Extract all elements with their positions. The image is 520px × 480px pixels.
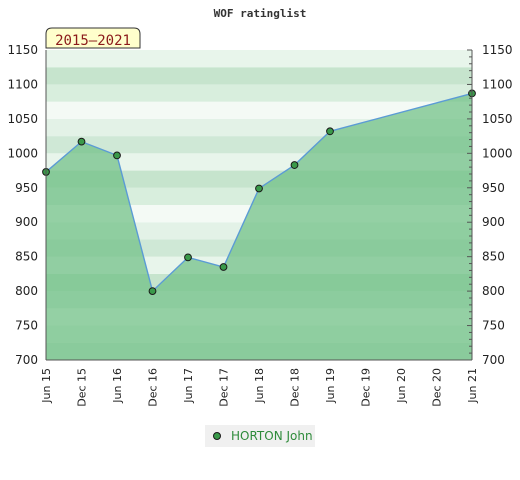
y-tick-left-7: 1050 [7,112,38,126]
x-tick-12: Jun 21 [466,368,479,404]
x-tick-0: Jun 15 [40,368,53,404]
data-point-4[interactable] [184,253,192,262]
legend-series-name: HORTON John [231,429,313,443]
x-tick-7: Dec 18 [289,368,302,407]
rating-line [45,92,473,293]
x-tick-2: Jun 16 [111,368,124,404]
data-points [42,89,476,296]
x-tick-8: Jun 19 [324,368,337,404]
x-tick-11: Dec 20 [431,368,444,407]
x-tick-10: Jun 20 [395,368,408,404]
y-tick-left-1: 750 [15,319,38,333]
period-badge-text: 2015–2021 [55,33,131,49]
y-tick-right-2: 800 [482,284,505,298]
y-tick-left-8: 1100 [7,77,38,91]
x-tick-9: Dec 19 [360,368,373,407]
data-point-6[interactable] [255,184,263,193]
y-tick-left-3: 850 [15,250,38,264]
y-tick-left-6: 1000 [7,146,38,160]
y-tick-left-0: 700 [15,353,38,367]
data-point-2[interactable] [113,151,121,160]
data-point-1[interactable] [77,137,86,146]
y-tick-right-8: 1100 [482,77,513,91]
data-point-5[interactable] [219,263,228,271]
data-point-3[interactable] [148,287,157,296]
x-tick-4: Jun 17 [182,368,195,404]
y-tick-right-6: 1000 [482,146,513,160]
x-tick-1: Dec 15 [76,368,89,407]
chart-title: WOF ratinglist [214,7,307,20]
x-tick-3: Dec 16 [147,368,160,407]
y-tick-left-5: 950 [15,181,38,195]
y-axis-right-labels: 700 750 800 850 900 950 1000 1050 1100 1150 [482,43,513,367]
x-tick-6: Jun 18 [253,368,266,404]
y-tick-right-5: 950 [482,181,505,195]
y-tick-right-3: 850 [482,250,505,264]
data-point-8[interactable] [326,127,334,136]
legend[interactable]: HORTON John [205,425,315,447]
period-badge: 2015–2021 [45,27,141,49]
y-tick-right-1: 750 [482,319,505,333]
y-tick-left-2: 800 [15,284,38,298]
x-tick-5: Dec 17 [218,368,231,407]
x-axis-labels: Jun 15 Dec 15 Jun 16 Dec 16 Jun 17 Dec 17 Jun … [40,368,479,407]
y-tick-left-9: 1150 [7,43,38,57]
y-tick-right-0: 700 [482,353,505,367]
y-tick-right-7: 1050 [482,112,513,126]
y-tick-left-4: 900 [15,215,38,229]
legend-marker-icon [213,432,221,440]
axes [45,49,473,361]
data-point-7[interactable] [290,161,299,169]
y-tick-right-9: 1150 [482,43,513,57]
y-tick-right-4: 900 [482,215,505,229]
y-axis-left-labels: 700 750 800 850 900 950 1000 1050 1100 1150 [7,43,38,367]
